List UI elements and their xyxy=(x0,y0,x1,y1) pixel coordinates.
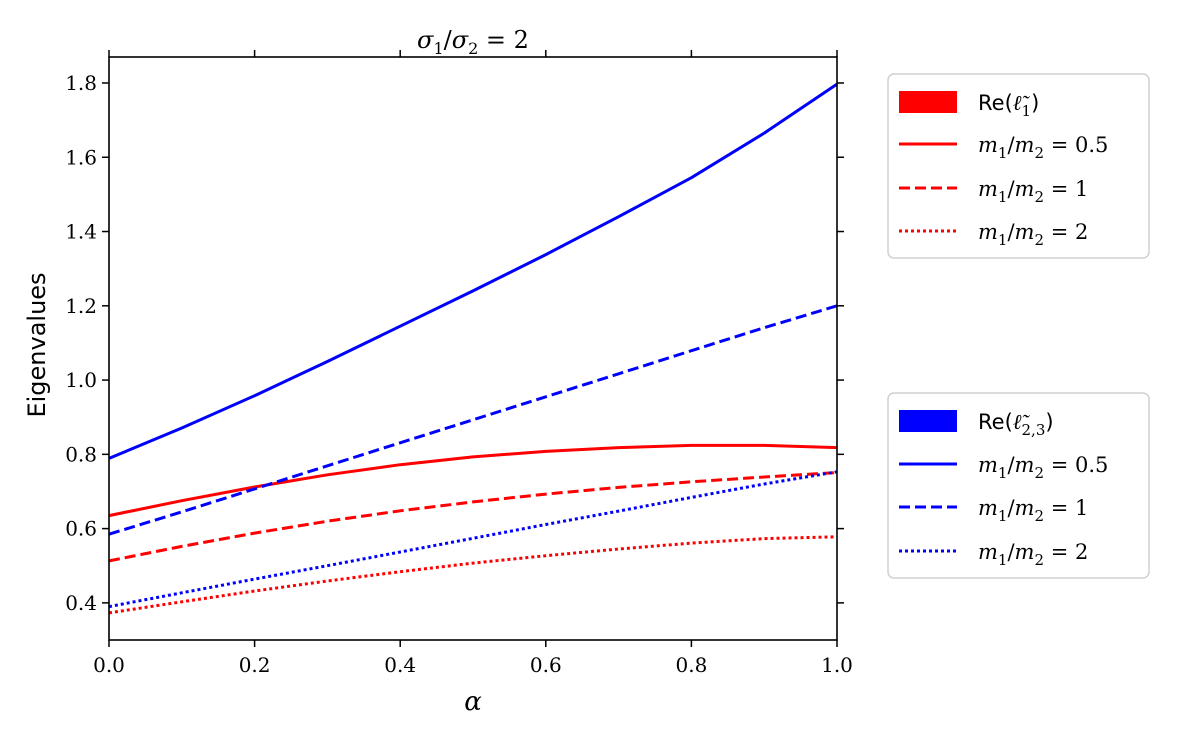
legend-re-l1-patch xyxy=(899,91,957,113)
legend-re-l23-patch xyxy=(899,410,957,432)
chart-title: σ1/σ2 = 2 xyxy=(417,26,529,58)
legend-re-l23-solid-label: m1/m2 = 0.5 xyxy=(978,453,1108,482)
x-tick-label: 0.0 xyxy=(93,653,125,677)
y-axis-label: Eigenvalues xyxy=(23,272,51,417)
ticks-layer: 0.0 0.2 0.4 0.6 0.8 1.0 0.4 0.6 0.8 1.0 1.2 1.4 1.6 1… xyxy=(65,50,853,677)
legend-re-l1: Re(ℓ̃1) m1/m2 = 0.5 m1/m2 = 1 m1/m2 = 2 xyxy=(887,73,1150,259)
series-layer xyxy=(108,82,838,615)
x-tick-label: 0.6 xyxy=(530,653,562,677)
series-line-2 xyxy=(108,535,838,615)
legend-re-l23: Re(ℓ̃2,3) m1/m2 = 0.5 m1/m2 = 1 m1/m2 = … xyxy=(887,392,1150,579)
legend-re-l23-label: Re(ℓ̃2,3) xyxy=(978,410,1054,439)
series-line-1 xyxy=(108,471,838,563)
y-tick-label: 1.4 xyxy=(65,220,97,244)
legend-re-l23-frame xyxy=(887,392,1150,579)
x-tick-label: 1.0 xyxy=(821,653,853,677)
plot-frame xyxy=(108,56,838,641)
x-tick-label: 0.4 xyxy=(384,653,416,677)
series-line-3 xyxy=(108,82,838,460)
x-axis-label: α xyxy=(464,687,482,717)
y-tick-label: 0.6 xyxy=(65,517,97,541)
legend-re-l1-dotted-label: m1/m2 = 2 xyxy=(978,220,1088,249)
x-tick-label: 0.8 xyxy=(675,653,707,677)
y-tick-label: 0.4 xyxy=(65,591,97,615)
legend-re-l23-dotted-label: m1/m2 = 2 xyxy=(978,540,1088,569)
legend-re-l1-frame xyxy=(887,73,1150,259)
y-tick-label: 1.6 xyxy=(65,145,97,169)
legend-re-l1-solid-label: m1/m2 = 0.5 xyxy=(978,133,1108,162)
y-tick-label: 0.8 xyxy=(65,442,97,466)
y-tick-label: 1.0 xyxy=(65,368,97,392)
legend-re-l1-dashed-label: m1/m2 = 1 xyxy=(978,177,1088,206)
x-tick-label: 0.2 xyxy=(239,653,271,677)
series-line-0 xyxy=(108,443,838,518)
legend-re-l23-dashed-label: m1/m2 = 1 xyxy=(978,496,1088,525)
y-tick-label: 1.2 xyxy=(65,294,97,318)
y-tick-label: 1.8 xyxy=(65,71,97,95)
axes-layer xyxy=(108,56,838,641)
